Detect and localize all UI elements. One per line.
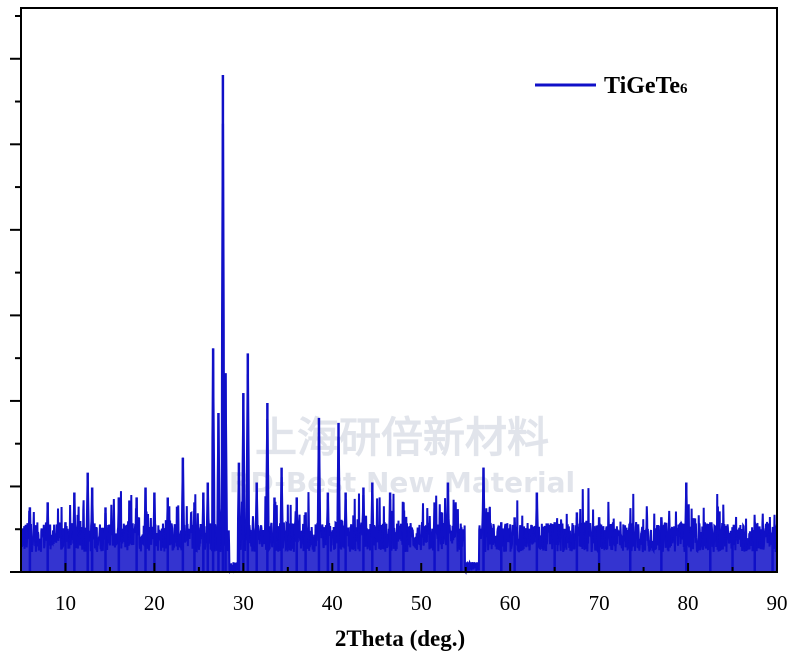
x-axis-title: 2Theta (deg.) xyxy=(335,626,465,651)
x-tick-label: 40 xyxy=(322,591,343,615)
series-tigete6 xyxy=(20,75,778,575)
legend: TiGeTe6 xyxy=(535,73,688,99)
watermark-english: RD-Best New Material xyxy=(229,466,575,499)
series-fill xyxy=(21,124,777,572)
x-tick-label: 60 xyxy=(500,591,521,615)
x-tick-label: 90 xyxy=(767,591,788,615)
legend-label-subscript: 6 xyxy=(680,81,688,97)
x-tick-label: 70 xyxy=(589,591,610,615)
x-tick-label: 30 xyxy=(233,591,254,615)
plot-frame xyxy=(20,7,778,573)
series-layer xyxy=(20,75,778,575)
watermark: 上海研倍新材料 RD-Best New Material xyxy=(229,413,575,499)
x-tick-label: 20 xyxy=(144,591,165,615)
x-tick-label: 50 xyxy=(411,591,432,615)
series-line xyxy=(20,123,778,575)
watermark-chinese: 上海研倍新材料 xyxy=(255,413,549,462)
legend-label: TiGeTe6 xyxy=(604,73,688,99)
x-tick-label: 10 xyxy=(55,591,76,615)
x-tick-label: 80 xyxy=(678,591,699,615)
ticks-layer: 10 20 30 40 50 60 70 80 90 xyxy=(10,15,788,615)
legend-label-main: TiGeTe xyxy=(604,73,680,99)
